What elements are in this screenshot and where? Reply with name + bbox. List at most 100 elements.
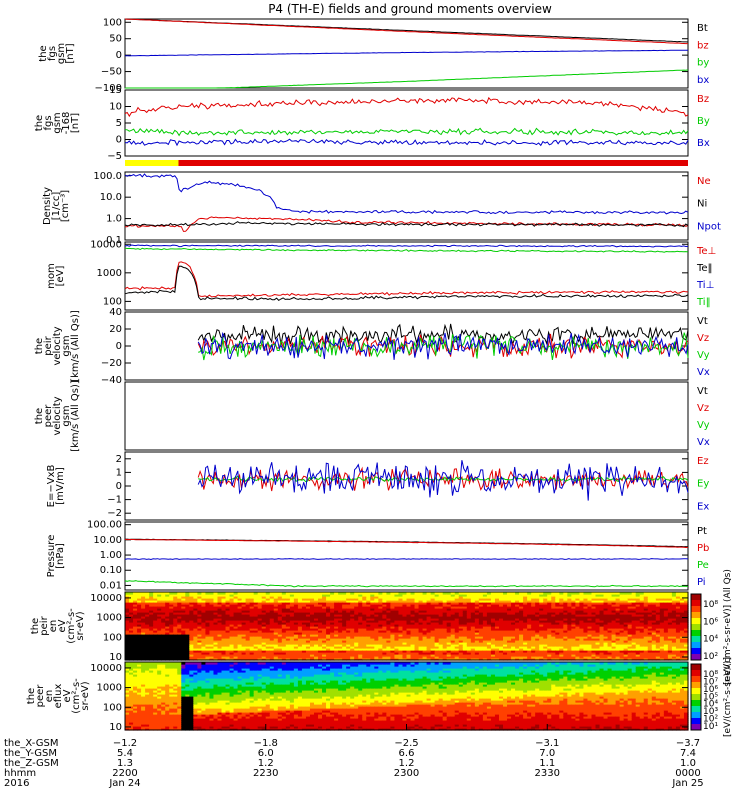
spectrogram-cell	[289, 654, 295, 657]
spectrogram-cell	[446, 598, 452, 601]
spectrogram-cell	[289, 644, 295, 647]
spectrogram-cell	[314, 640, 319, 643]
series-Ex	[197, 460, 689, 501]
spectrogram-cell	[422, 630, 428, 633]
spectrogram-cell	[273, 622, 279, 625]
spectrogram-cell	[342, 652, 347, 655]
spectrogram-cell	[161, 630, 166, 633]
spectrogram-cell	[297, 626, 303, 629]
spectrogram-cell	[249, 614, 255, 617]
spectrogram-cell	[197, 618, 203, 621]
spectrogram-cell	[141, 614, 146, 617]
spectrogram-cell	[137, 642, 142, 645]
spectrogram-cell	[301, 612, 307, 615]
spectrogram-cell	[410, 616, 416, 619]
spectrogram-cell	[169, 626, 174, 629]
spectrogram-cell	[346, 638, 351, 641]
spectrogram-cell	[305, 604, 311, 607]
spectrogram-cell	[318, 654, 323, 657]
spectrogram-cell	[297, 616, 303, 619]
panel-density: 100.010.01.00.1Density[1/cc][cm⁻³]NeNiNp…	[42, 171, 721, 246]
spectrogram-cell	[197, 592, 203, 595]
spectrogram-cell	[297, 628, 303, 631]
spectrogram-cell	[390, 606, 396, 609]
spectrogram-cell	[350, 624, 355, 627]
spectrogram-cell	[221, 638, 227, 641]
spectrogram-cell	[269, 608, 275, 611]
spectrogram-cell	[189, 592, 194, 595]
spectrogram-cell	[370, 616, 375, 619]
spectrogram-cell	[301, 630, 307, 633]
spectrogram-cell	[169, 646, 174, 649]
spectrogram-cell	[145, 654, 150, 657]
panel-peer: thepeervelocitygsm[km/s (All Qs)] VtVzVyV…	[34, 380, 710, 452]
spectrogram-cell	[366, 598, 371, 601]
spectrogram-cell	[245, 606, 251, 609]
spectrogram-cell	[470, 652, 476, 655]
spectrogram-cell	[265, 606, 271, 609]
spectrogram-cell	[418, 630, 424, 633]
spectrogram-cell	[426, 606, 432, 609]
spectrogram-cell	[446, 652, 452, 655]
spectrogram-cell	[153, 648, 158, 651]
spectrogram-cell	[205, 614, 211, 617]
spectrogram-cell	[265, 620, 271, 623]
spectrogram-cell	[390, 640, 396, 643]
spectrogram-cell	[237, 616, 243, 619]
spectrogram-cell	[169, 594, 174, 597]
spectrogram-cell	[233, 638, 239, 641]
spectrogram-cell	[358, 634, 363, 637]
spectrogram-cell	[265, 596, 271, 599]
spectrogram-cell	[209, 626, 215, 629]
spectrogram-cell	[213, 606, 219, 609]
spectrogram-cell	[342, 596, 347, 599]
spectrogram-cell	[225, 614, 231, 617]
spectrogram-cell	[342, 598, 347, 601]
y-axis-label-line: fgs	[47, 46, 58, 61]
spectrogram-cell	[253, 650, 259, 653]
spectrogram-cell	[414, 596, 420, 599]
spectrogram-cell	[261, 610, 267, 613]
spectrogram-cell	[213, 624, 219, 627]
spectrogram-cell	[225, 656, 231, 659]
spectrogram-cell	[149, 594, 154, 597]
spectrogram-cell	[402, 616, 408, 619]
spectrogram-cell	[189, 646, 194, 649]
spectrogram-cell	[285, 642, 291, 645]
spectrogram-cell	[414, 622, 420, 625]
spectrogram-cell	[334, 642, 339, 645]
spectrogram-cell	[334, 606, 339, 609]
spectrogram-cell	[394, 650, 400, 653]
spectrogram-cell	[346, 618, 351, 621]
spectrogram-cell	[157, 604, 162, 607]
spectrogram-cell	[257, 652, 263, 655]
spectrogram-cell	[438, 608, 444, 611]
spectrogram-cell	[366, 606, 371, 609]
spectrogram-cell	[277, 604, 283, 607]
spectrogram-cell	[442, 620, 448, 623]
spectrogram-cell	[197, 652, 203, 655]
spectrogram-cell	[241, 608, 247, 611]
spectrogram-cell	[474, 632, 480, 635]
spectrogram-cell	[225, 624, 231, 627]
y-axis-label-line: sr-eV)	[75, 611, 86, 640]
spectrogram-cell	[394, 644, 400, 647]
spectrogram-cell	[181, 638, 186, 641]
spectrogram-cell	[434, 602, 440, 605]
spectrogram-cell	[193, 656, 198, 659]
spectrogram-cell	[430, 646, 436, 649]
spectrogram-cell	[314, 628, 319, 631]
spectrogram-cell	[330, 648, 335, 651]
spectrogram-cell	[382, 630, 387, 633]
spectrogram-cell	[354, 616, 359, 619]
spectrogram-cell	[205, 630, 211, 633]
spectrogram-cell	[257, 606, 263, 609]
y-tick-label: 0.10	[100, 565, 122, 576]
spectrogram-cell	[169, 616, 174, 619]
spectrogram-cell	[201, 602, 207, 605]
spectrogram-cell	[145, 640, 150, 643]
spectrogram-cell	[197, 598, 203, 601]
spectrogram-cell	[249, 630, 255, 633]
status-bar-segment	[125, 160, 179, 166]
spectrogram-cell	[185, 632, 190, 635]
